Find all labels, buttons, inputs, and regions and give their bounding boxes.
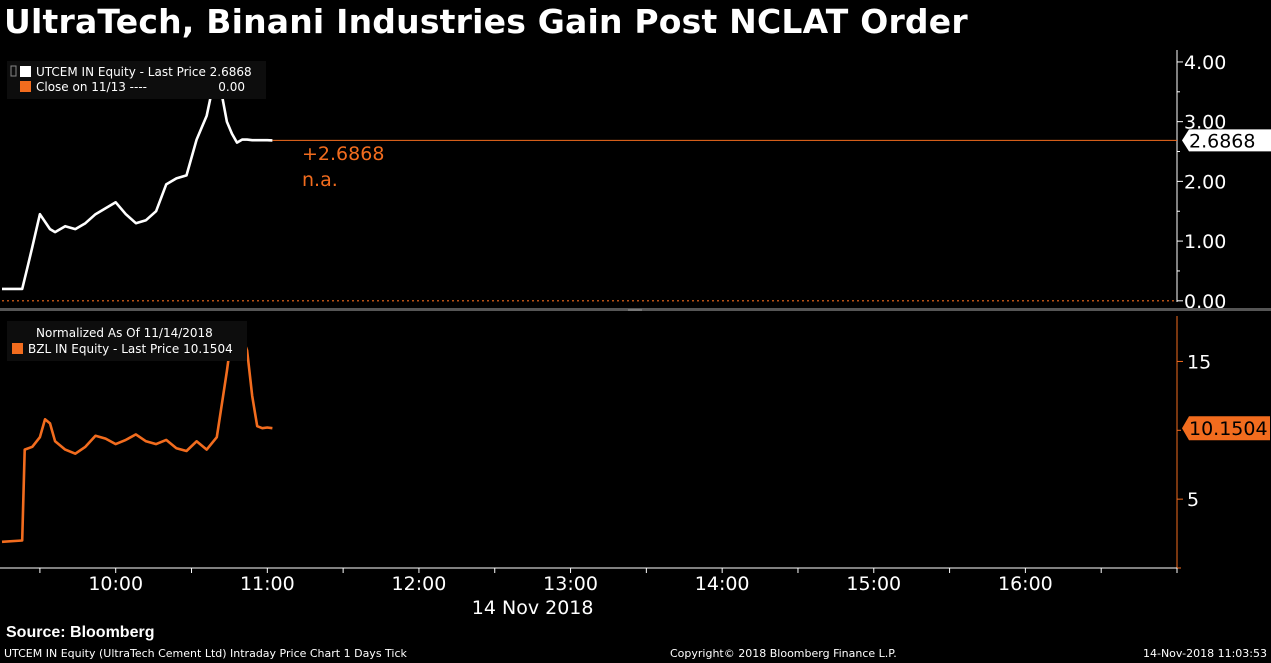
bzl-price-line [1,332,273,544]
x-tick-label: 11:00 [240,573,295,595]
top-y-tick-label: 3.00 [1184,112,1226,134]
x-tick-label: 10:00 [88,573,143,595]
x-tick-label: 16:00 [998,573,1053,595]
footer-copyright: Copyright© 2018 Bloomberg Finance L.P. [670,647,897,660]
top-legend-box [7,61,266,99]
utcem-price-line [2,66,273,291]
last-value-label: 2.6868 [1189,130,1255,152]
change-annotation: +2.6868 [302,143,384,165]
legend-swatch-white [20,66,31,77]
top-y-tick-label: 4.00 [1184,52,1226,74]
bottom-panel: 5 15 10.1504 Normalized As Of 11/14/2018 BZL… [1,316,1270,569]
top-y-tick-label: 1.00 [1184,231,1226,253]
top-y-tick-label: 2.00 [1184,171,1226,193]
chart-title: UltraTech, Binani Industries Gain Post N… [4,2,968,41]
x-axis-date-label: 14 Nov 2018 [472,597,594,619]
x-axis: 10:00 11:00 12:00 13:00 14:00 15:00 16:00 14 No… [0,567,1178,619]
x-tick-label: 14:00 [695,573,750,595]
x-tick-label: 13:00 [543,573,598,595]
legend-entry: BZL IN Equity - Last Price 10.1504 [28,342,233,356]
legend-expand-icon [10,65,17,77]
bottom-y-tick-label: 15 [1187,351,1211,373]
legend-entry: Close on 11/13 ---- [36,80,147,94]
legend-swatch-bzl [12,343,23,354]
footer-description: UTCEM IN Equity (UltraTech Cement Ltd) I… [4,647,407,660]
legend-swatch-orange [20,81,31,92]
x-tick-label: 15:00 [846,573,901,595]
bottom-last-value-box [1182,416,1270,441]
top-y-tick-label: 0.00 [1184,291,1226,313]
bottom-last-value-label: 10.1504 [1189,418,1268,440]
bottom-legend-box [7,321,247,361]
change-pct-annotation: n.a. [302,169,338,191]
top-panel: 0.00 1.00 2.00 3.00 4.00 2.6868 +2.6868 n.a. UTC… [0,50,1271,313]
legend-entry: UTCEM IN Equity - Last Price 2.6868 [36,65,252,79]
legend-entry-value: 0.00 [218,80,245,94]
last-value-box [1182,129,1271,152]
footer-timestamp: 14-Nov-2018 11:03:53 [1142,647,1267,660]
legend-normalized-note: Normalized As Of 11/14/2018 [36,326,213,340]
x-tick-label: 12:00 [392,573,447,595]
bottom-y-tick-label: 5 [1187,489,1199,511]
source-label: Source: Bloomberg [6,624,155,641]
